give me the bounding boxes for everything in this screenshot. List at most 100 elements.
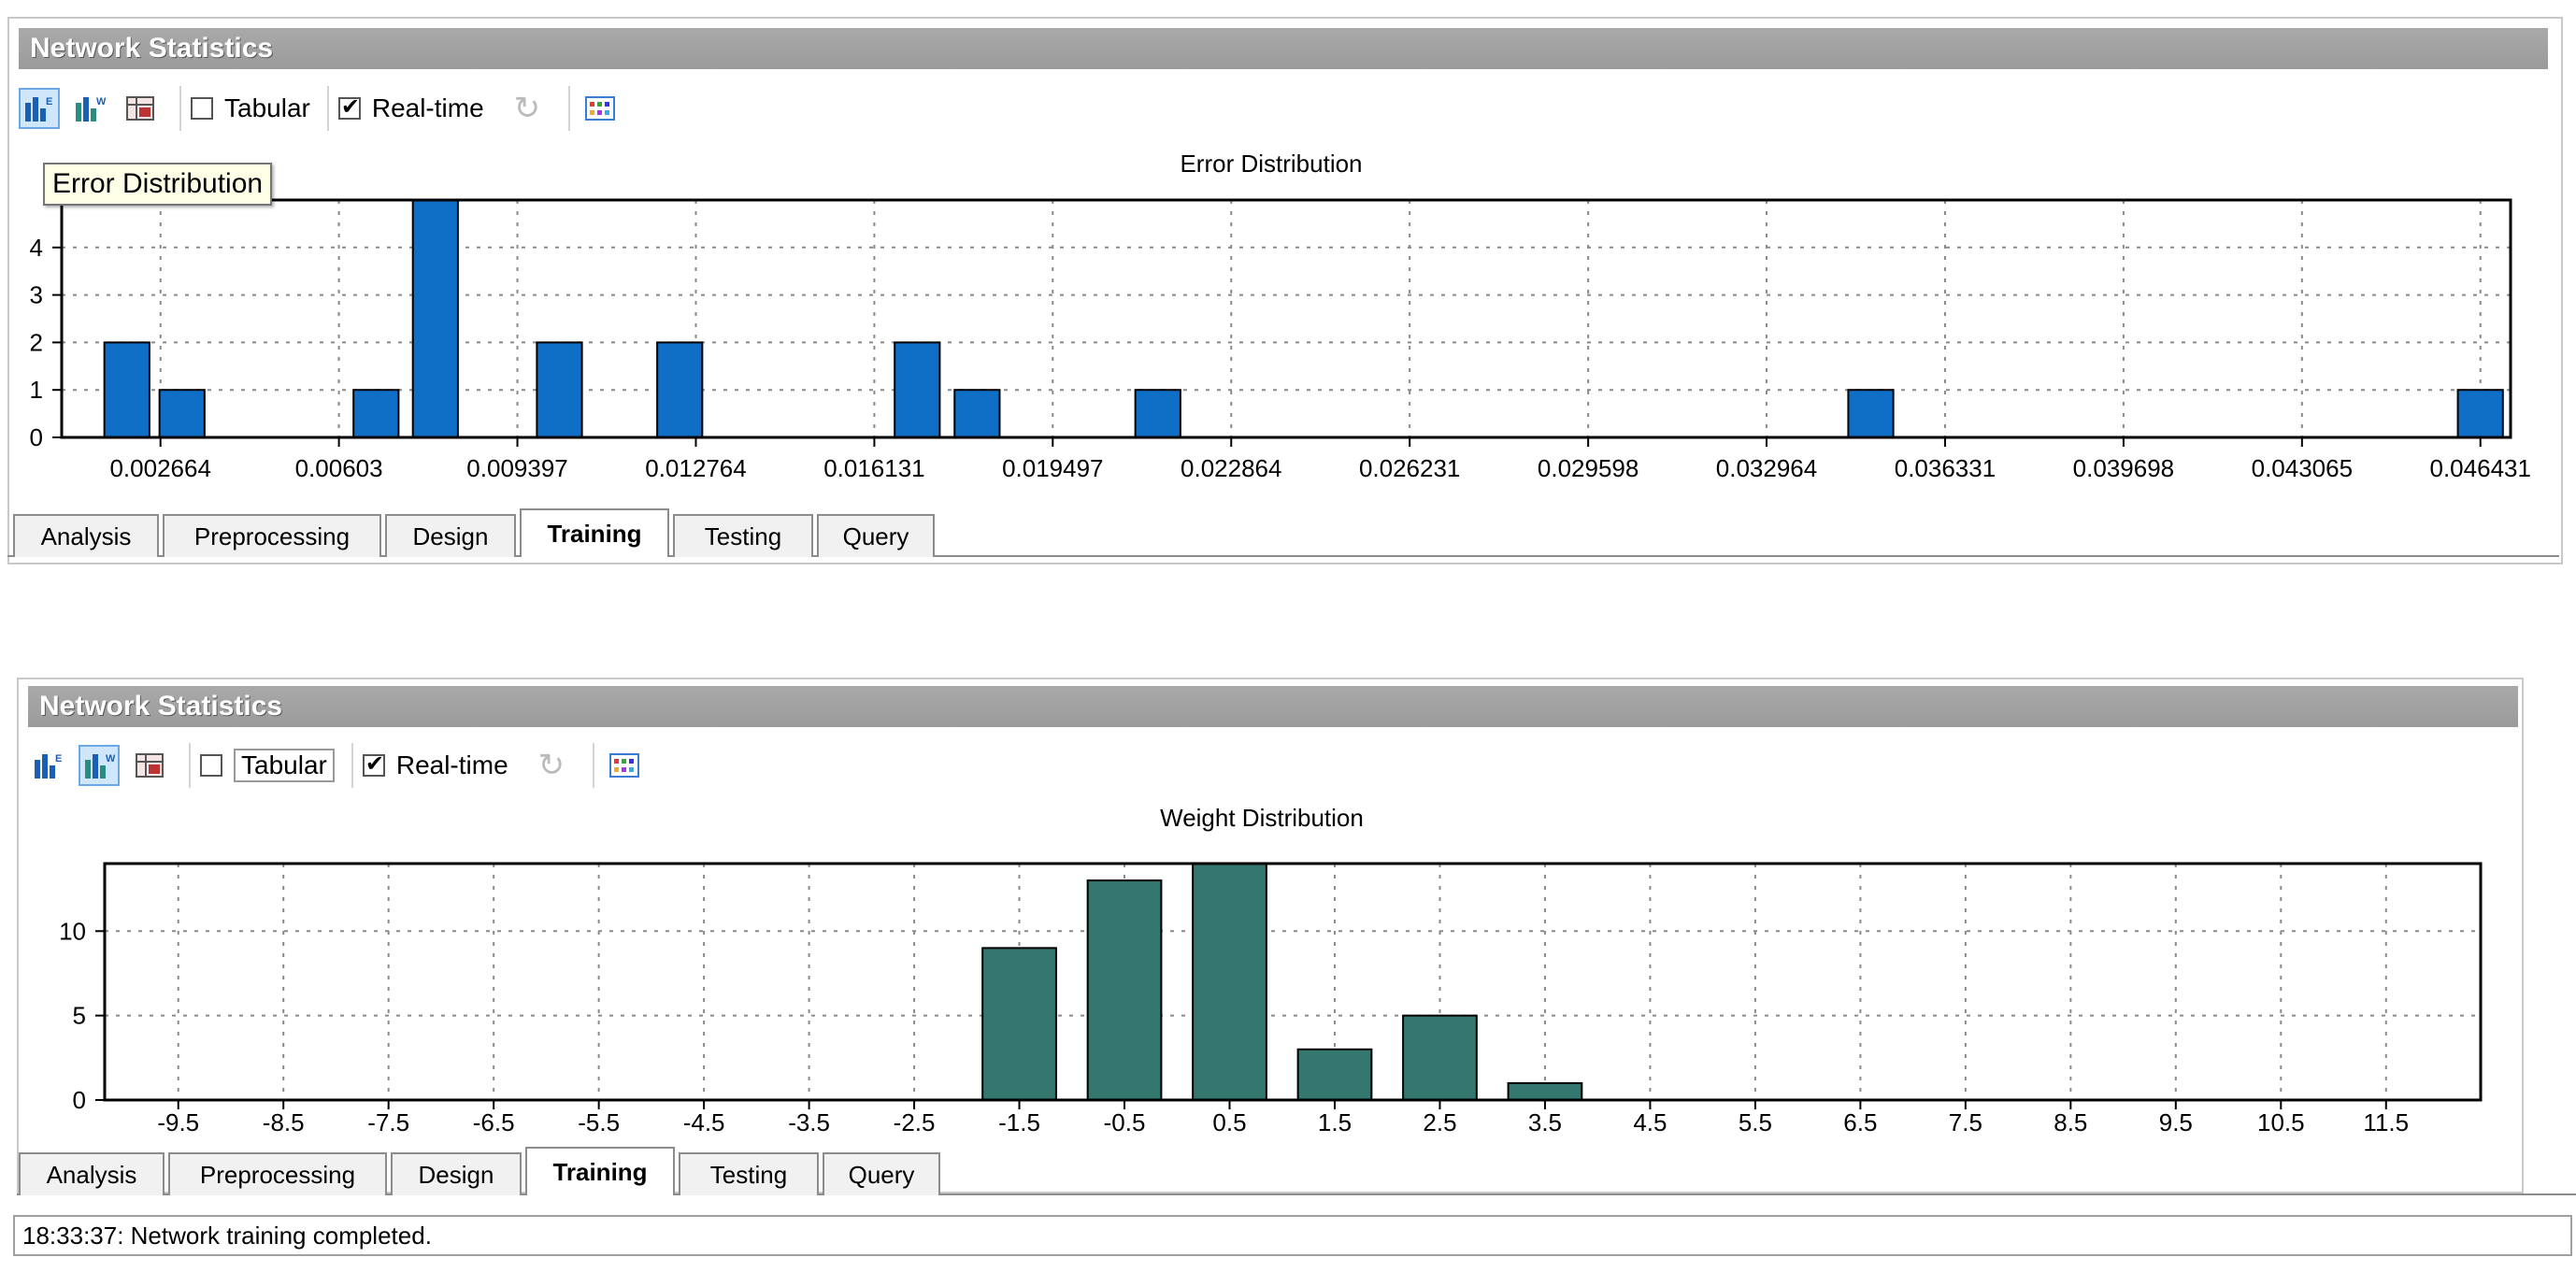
tab-strip-line [7, 555, 2559, 557]
x-tick-label: -6.5 [473, 1108, 515, 1136]
error-chart-icon: E [25, 96, 52, 121]
histogram-bar [536, 341, 583, 438]
histogram-bar [2456, 389, 2504, 438]
y-tick-label: 5 [73, 1002, 86, 1030]
x-tick-label: -8.5 [263, 1108, 305, 1136]
x-tick-label: -1.5 [998, 1108, 1040, 1136]
tabular-checkbox-box[interactable] [200, 754, 222, 777]
x-tick-label: 0.016131 [823, 454, 924, 482]
histogram-bar [158, 389, 206, 438]
histogram-bar [352, 389, 400, 438]
weight-distribution-button[interactable]: W [79, 745, 120, 786]
histogram-bar [1086, 879, 1163, 1102]
table-icon [136, 753, 164, 778]
weight-distribution-chart: -9.5 -8.5 -7.5 -6.5 -5.5 -4.5 -3.5 -2.5 -1.5 -0.5… [59, 862, 2483, 1136]
x-tick-label: 8.5 [2054, 1108, 2087, 1136]
realtime-checkbox-box[interactable] [337, 93, 361, 121]
chart-title: Error Distribution [1180, 150, 1363, 178]
table-view-button[interactable] [120, 88, 161, 129]
x-tick-label: -4.5 [683, 1108, 725, 1136]
error-distribution-button[interactable]: E [19, 88, 60, 129]
x-tick-label: 0.002664 [109, 454, 210, 482]
y-tick-label: 2 [30, 328, 43, 356]
tab-strip: Analysis Preprocessing Design Training Testi… [19, 1147, 944, 1195]
toolbar-separator [179, 86, 181, 131]
toolbar-separator [568, 86, 571, 131]
histogram-bar [1192, 863, 1267, 1101]
realtime-label: Real-time [371, 93, 484, 122]
realtime-checkbox-box[interactable] [362, 750, 385, 778]
tab-analysis[interactable]: Analysis [19, 1152, 165, 1195]
weight-distribution-button[interactable]: W [69, 88, 110, 129]
x-tick-label: -3.5 [788, 1108, 830, 1136]
tab-query[interactable]: Query [823, 1152, 940, 1195]
tab-training[interactable]: Training [525, 1147, 675, 1195]
tab-preprocessing[interactable]: Preprocessing [163, 514, 381, 557]
realtime-label: Real-time [395, 750, 508, 779]
tab-testing[interactable]: Testing [679, 1152, 819, 1195]
toolbar: E W Tabular Real-time ↻ [19, 80, 630, 136]
tabular-checkbox[interactable]: Tabular [200, 749, 335, 782]
tab-strip-line [17, 1193, 2576, 1195]
histogram-bar [894, 341, 941, 438]
tab-query[interactable]: Query [817, 514, 935, 557]
palette-icon [609, 753, 640, 778]
y-tick-label: 3 [30, 281, 43, 309]
tab-design[interactable]: Design [391, 1152, 522, 1195]
x-tick-label: -9.5 [157, 1108, 199, 1136]
histogram-bar [1402, 1014, 1478, 1101]
refresh-icon[interactable]: ↻ [513, 91, 541, 126]
tabular-checkbox[interactable]: Tabular [191, 93, 310, 123]
tab-preprocessing[interactable]: Preprocessing [168, 1152, 387, 1195]
x-tick-label: 11.5 [2363, 1108, 2409, 1136]
svg-text:E: E [46, 96, 52, 107]
weight-chart-icon: W [76, 96, 106, 121]
x-tick-label: 0.036331 [1895, 454, 1996, 482]
tabular-label: Tabular [224, 93, 310, 122]
y-tick-label: 10 [59, 917, 86, 945]
panel-title: Network Statistics [19, 28, 2548, 69]
tab-training[interactable]: Training [520, 508, 669, 557]
table-icon [126, 96, 154, 121]
y-tick-label: 0 [73, 1086, 86, 1114]
toolbar-separator [189, 743, 191, 788]
chart-title: Weight Distribution [1160, 804, 1364, 832]
x-tick-label: 10.5 [2257, 1108, 2305, 1136]
table-view-button[interactable] [129, 745, 170, 786]
x-tick-label: 3.5 [1528, 1108, 1562, 1136]
tabular-label: Tabular [234, 749, 335, 782]
x-tick-label: 0.032964 [1716, 454, 1817, 482]
x-tick-label: 0.019497 [1002, 454, 1103, 482]
x-tick-label: -2.5 [894, 1108, 936, 1136]
tab-design[interactable]: Design [385, 514, 516, 557]
error-distribution-chart: 0.002664 0.00603 0.009397 0.012764 0.016131 0… [30, 198, 2531, 482]
toolbar: E W Tabular Real-time ↻ [28, 737, 654, 793]
tooltip: Error Distribution [43, 163, 273, 206]
histogram-bar [1296, 1048, 1373, 1102]
x-tick-label: 0.012764 [645, 454, 746, 482]
tab-analysis[interactable]: Analysis [13, 514, 159, 557]
x-tick-label: 0.026231 [1359, 454, 1460, 482]
realtime-checkbox[interactable]: Real-time [362, 750, 508, 780]
error-chart-icon: E [35, 753, 62, 779]
x-tick-label: -0.5 [1104, 1108, 1146, 1136]
refresh-icon[interactable]: ↻ [537, 748, 565, 783]
panel-title: Network Statistics [28, 686, 2518, 727]
network-statistics-panel-weight: Network Statistics E W Tabular [0, 668, 2576, 1286]
x-tick-label: 2.5 [1423, 1108, 1456, 1136]
x-tick-label: -7.5 [367, 1108, 409, 1136]
realtime-checkbox[interactable]: Real-time [337, 93, 484, 123]
x-tick-label: 1.5 [1318, 1108, 1352, 1136]
x-tick-label: 0.5 [1212, 1108, 1246, 1136]
histogram-bar [981, 947, 1057, 1101]
x-tick-label: 4.5 [1633, 1108, 1667, 1136]
error-distribution-button[interactable]: E [28, 745, 69, 786]
weight-chart-icon: W [85, 753, 115, 779]
x-tick-label: 0.046431 [2430, 454, 2531, 482]
histogram-bar [1847, 389, 1895, 438]
tab-testing[interactable]: Testing [673, 514, 813, 557]
color-palette-button[interactable] [580, 88, 621, 129]
tabular-checkbox-box[interactable] [191, 97, 213, 120]
svg-text:W: W [96, 96, 106, 107]
color-palette-button[interactable] [604, 745, 645, 786]
